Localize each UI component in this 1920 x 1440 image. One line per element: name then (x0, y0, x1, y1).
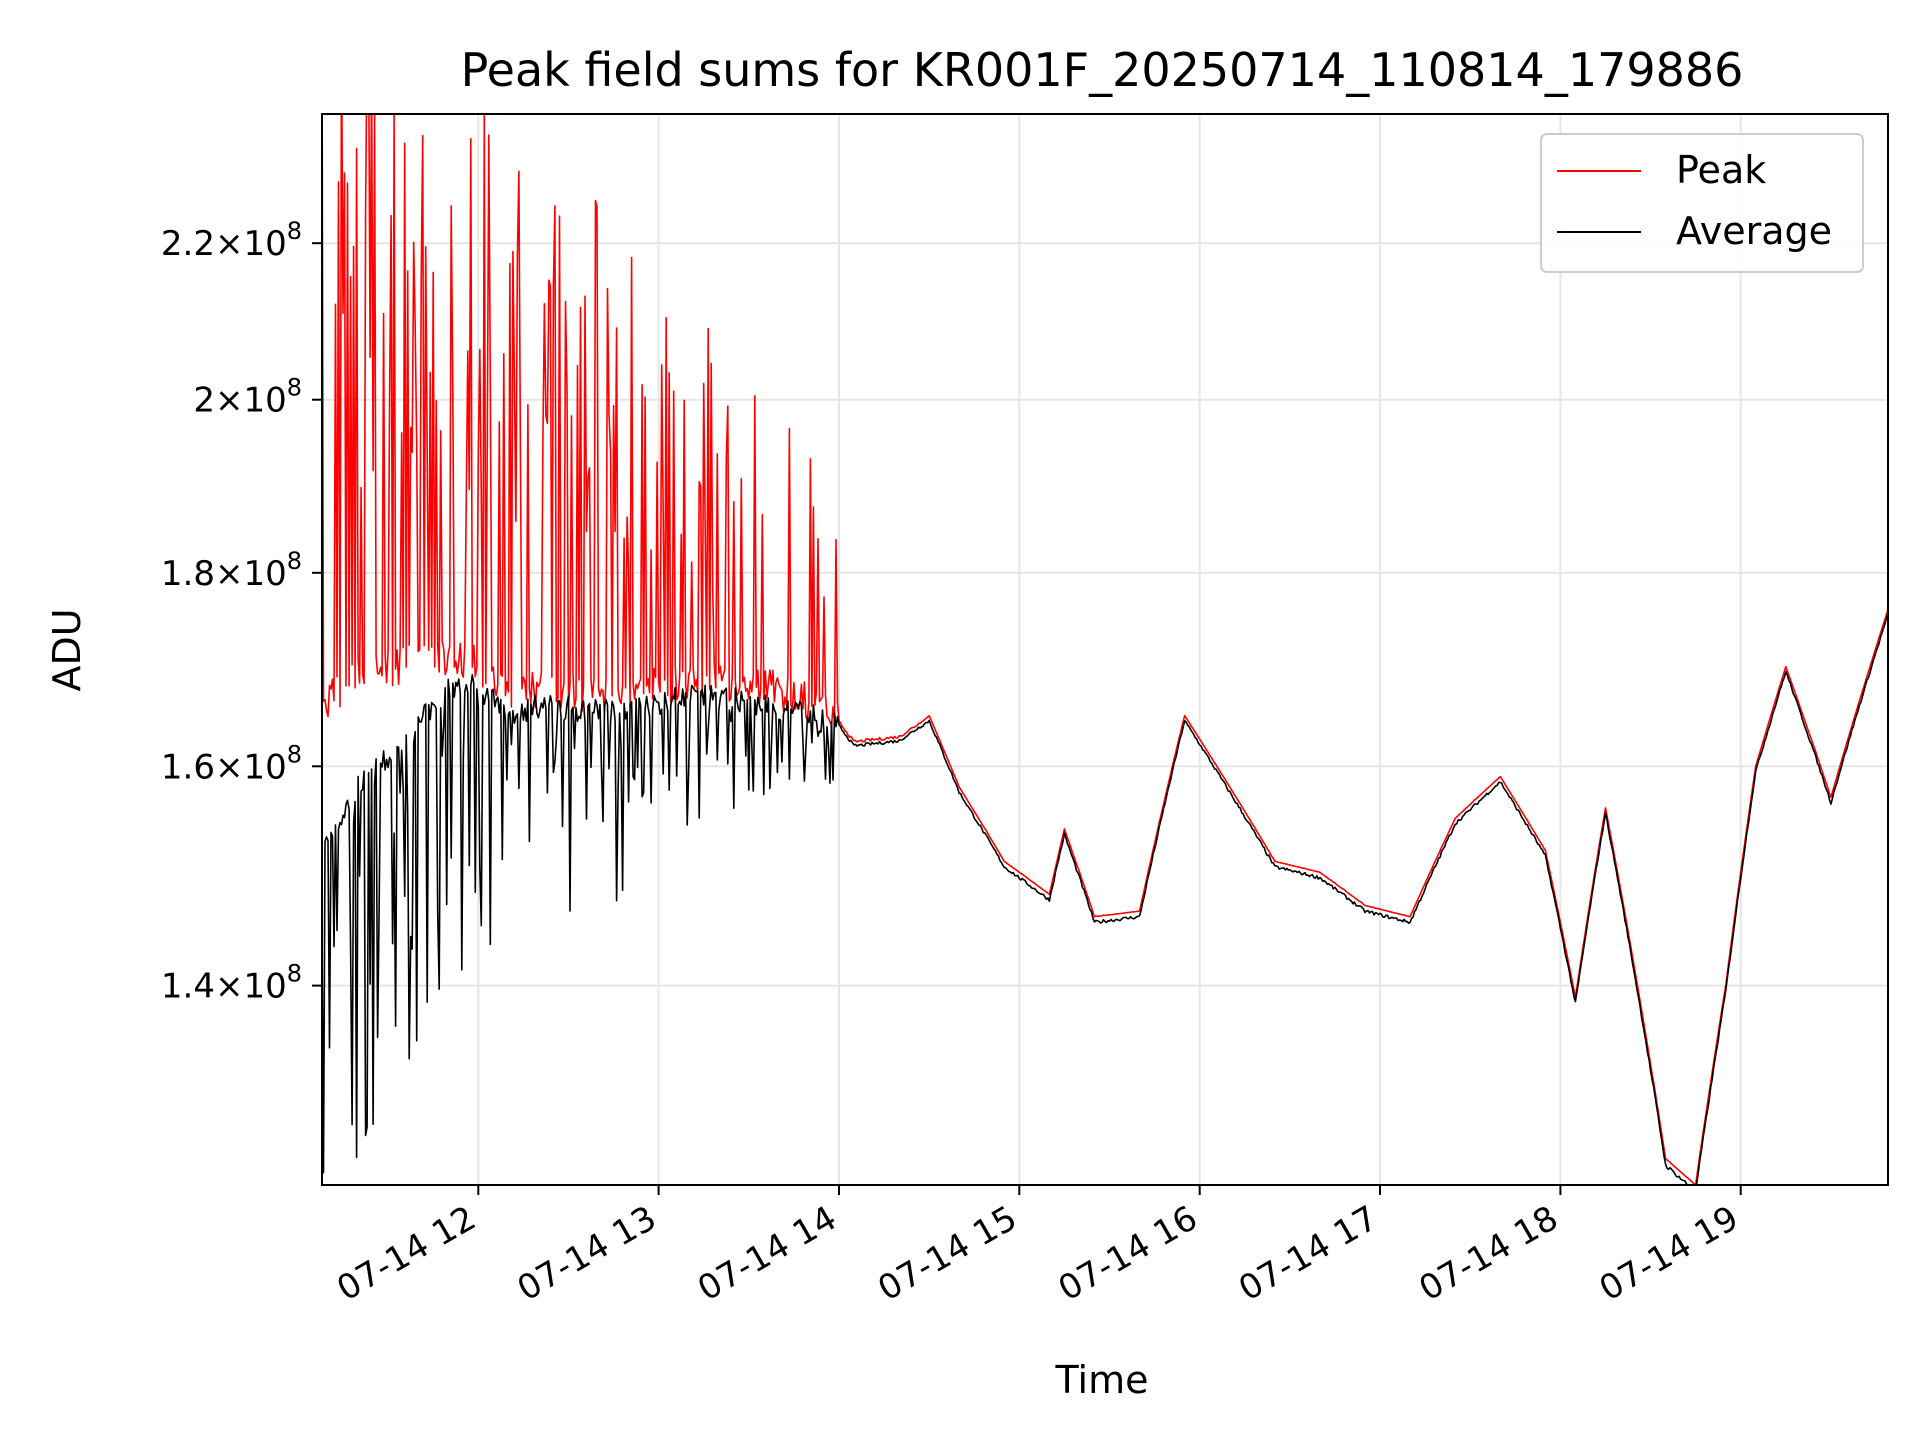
legend-box (1540, 133, 1864, 273)
legend-label-average: Average (1676, 209, 1832, 253)
y-tick-base: 10 (243, 381, 286, 421)
y-tick-label: 1.4×108 (161, 960, 302, 1007)
y-tick-exponent: 8 (287, 374, 302, 402)
y-tick-exponent: 8 (287, 547, 302, 575)
y-axis-label: ADU (45, 608, 89, 691)
series-layer (322, 114, 1888, 1185)
y-tick-times: × (215, 967, 244, 1007)
chart-title: Peak field sums for KR001F_20250714_1108… (461, 43, 1744, 97)
y-tick-base: 10 (243, 554, 286, 594)
series-line-peak (322, 114, 1888, 1185)
y-tick-mantissa: 2 (193, 381, 215, 421)
y-tick-times: × (215, 554, 244, 594)
y-tick-mantissa: 1.8 (161, 554, 215, 594)
y-tick-mantissa: 2.2 (161, 224, 215, 264)
y-tick-label: 2.2×108 (161, 217, 302, 264)
y-tick-label: 1.8×108 (161, 547, 302, 594)
y-tick-exponent: 8 (287, 217, 302, 245)
plot-frame (321, 113, 1889, 1186)
series-line-average (322, 613, 1888, 1185)
y-tick-base: 10 (243, 967, 286, 1007)
y-tick-mantissa: 1.4 (161, 967, 215, 1007)
y-tick-base: 10 (243, 747, 286, 787)
y-tick-times: × (215, 747, 244, 787)
y-tick-base: 10 (243, 224, 286, 264)
legend: Peak Average (1540, 133, 1864, 273)
y-tick-label: 2×108 (193, 374, 302, 421)
legend-label-peak: Peak (1676, 148, 1766, 192)
y-tick-times: × (215, 381, 244, 421)
y-tick-exponent: 8 (287, 740, 302, 768)
y-tick-mantissa: 1.6 (161, 747, 215, 787)
y-tick-label: 1.6×108 (161, 740, 302, 787)
x-axis-label: Time (1055, 1358, 1149, 1402)
y-tick-exponent: 8 (287, 960, 302, 988)
y-tick-times: × (215, 224, 244, 264)
